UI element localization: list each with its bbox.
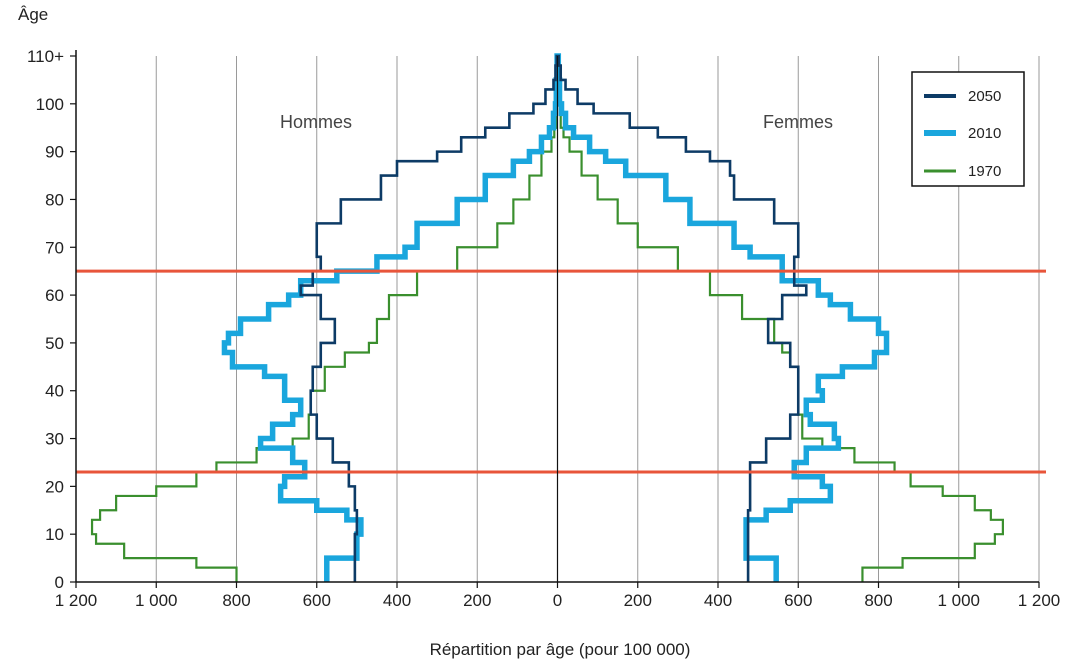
y-tick-label-9: 90 bbox=[45, 143, 64, 162]
legend-label-1970: 1970 bbox=[968, 163, 1001, 180]
series-layer bbox=[90, 53, 1004, 582]
y-tick-label-2: 20 bbox=[45, 477, 64, 496]
series-2010-hommes-line bbox=[221, 53, 560, 582]
x-tick-label-9: 600 bbox=[784, 591, 812, 610]
y-tick-label-3: 30 bbox=[45, 430, 64, 449]
series-2050-hommes-line bbox=[299, 54, 558, 582]
y-tick-label-11: 110+ bbox=[27, 47, 64, 66]
x-tick-label-12: 1 200 bbox=[1018, 591, 1061, 610]
x-tick-label-0: 1 200 bbox=[55, 591, 98, 610]
y-tick-label-7: 70 bbox=[45, 238, 64, 257]
x-tick-label-10: 800 bbox=[864, 591, 892, 610]
legend-label-2050: 2050 bbox=[968, 88, 1001, 105]
x-axis-title: Répartition par âge (pour 100 000) bbox=[430, 640, 691, 659]
y-tick-label-5: 50 bbox=[45, 334, 64, 353]
x-tick-label-8: 400 bbox=[704, 591, 732, 610]
reference-lines bbox=[76, 269, 1046, 474]
series-2010-femmes-line bbox=[555, 53, 890, 582]
x-tick-label-2: 800 bbox=[222, 591, 250, 610]
femmes-label: Femmes bbox=[763, 112, 833, 132]
x-tick-label-6: 0 bbox=[553, 591, 562, 610]
y-tick-label-0: 0 bbox=[55, 573, 64, 592]
legend-box bbox=[911, 71, 1025, 187]
x-tick-label-5: 200 bbox=[463, 591, 491, 610]
legend-label-2010: 2010 bbox=[968, 125, 1001, 142]
y-axis-title: Âge bbox=[18, 5, 48, 24]
y-tick-label-1: 10 bbox=[45, 525, 64, 544]
y-tick-label-6: 60 bbox=[45, 286, 64, 305]
x-tick-label-7: 200 bbox=[624, 591, 652, 610]
hommes-label: Hommes bbox=[280, 112, 352, 132]
y-tick-label-4: 40 bbox=[45, 382, 64, 401]
x-tick-label-1: 1 000 bbox=[135, 591, 178, 610]
series-1970-hommes-line bbox=[90, 54, 559, 582]
axes-layer bbox=[70, 50, 1040, 588]
x-tick-label-3: 600 bbox=[303, 591, 331, 610]
legend: 2050 2010 1970 bbox=[911, 71, 1025, 187]
tick-labels: 1 200 1 000 800 600 400 200 0 200 400 600 800 1 000… bbox=[27, 47, 1060, 610]
y-tick-label-10: 100 bbox=[36, 95, 64, 114]
x-tick-label-11: 1 000 bbox=[937, 591, 980, 610]
x-tick-label-4: 400 bbox=[383, 591, 411, 610]
y-tick-label-8: 80 bbox=[45, 190, 64, 209]
series-2050-femmes-line bbox=[557, 54, 808, 582]
